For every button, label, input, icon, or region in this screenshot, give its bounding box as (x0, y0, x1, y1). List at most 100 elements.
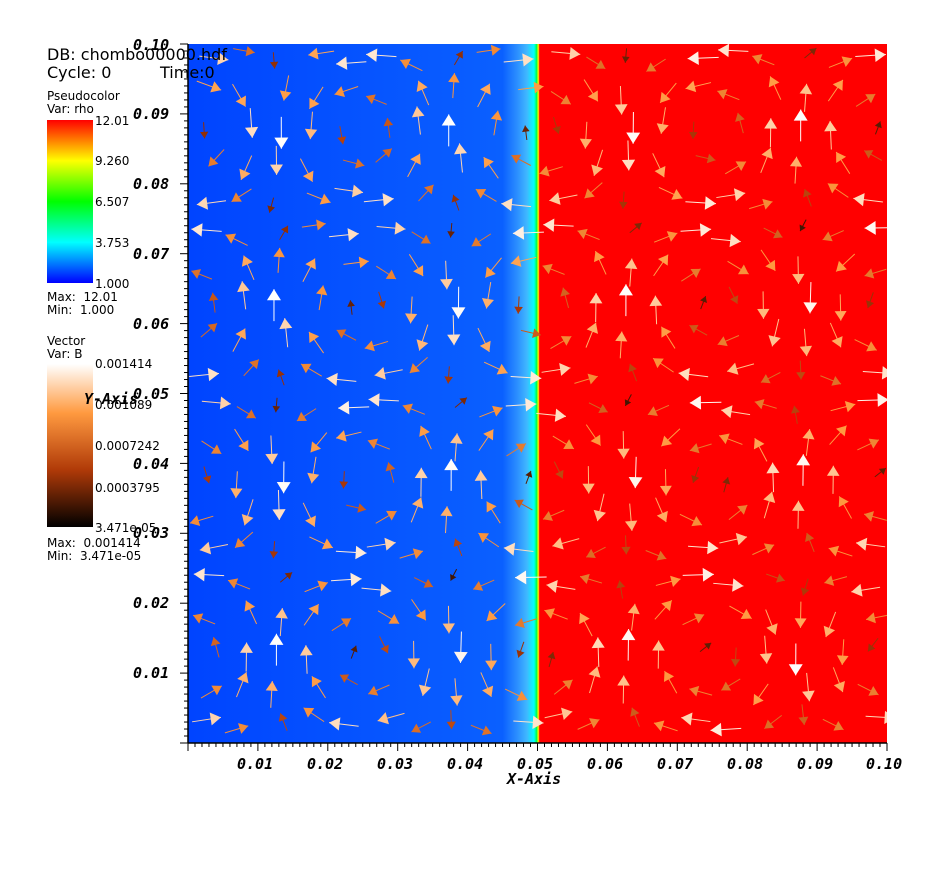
vector-arrow-head (199, 541, 212, 555)
vector-arrow-head (691, 475, 700, 483)
vector-arrow-head (337, 136, 347, 145)
vector-arrow-head (678, 367, 690, 381)
vector-arrow-head (308, 331, 320, 343)
vector-arrow-head (707, 540, 719, 555)
vector-arrow-head (455, 50, 463, 59)
vector-arrow-head (231, 192, 242, 202)
vector-arrow-head (687, 51, 699, 65)
vector-arrow-head (490, 110, 503, 121)
vector-arrow-head (368, 393, 380, 407)
vector-arrow-head (579, 612, 590, 625)
vector-arrow-head (307, 472, 320, 484)
vector-arrow-head (209, 712, 221, 726)
vector-arrow-head (380, 644, 389, 654)
vector-arrow-head (773, 229, 783, 239)
vector-arrow-head (512, 226, 525, 240)
vector-arrow-head (280, 225, 289, 234)
vector-arrow-head (766, 623, 778, 635)
vector-arrow-head (189, 515, 201, 526)
vector-arrow-head (729, 233, 741, 248)
pseudocolor-tick: 9.260 (95, 154, 130, 168)
vector-arrow-head (831, 376, 842, 386)
vector-arrow-head (793, 109, 808, 121)
vector-arrow-head (414, 467, 428, 479)
vector-arrow-head (763, 543, 775, 554)
vector-arrow-head (480, 83, 491, 95)
x-tick-label: 0.09 (797, 755, 834, 773)
vector-arrow-head (831, 336, 843, 348)
vector-arrow-head (649, 295, 663, 307)
pseudocolor-tick: 12.01 (95, 114, 130, 128)
vector-arrow-head (347, 300, 355, 307)
vector-arrow-head (721, 405, 733, 419)
vector-arrow-head (740, 608, 752, 620)
vector-arrow-head (515, 570, 527, 585)
vector-arrow-head (367, 438, 378, 449)
vector-arrow-head (272, 509, 286, 520)
vector-arrow-head (272, 405, 281, 413)
vector-arrow-head (210, 444, 222, 454)
vector-arrow-head (768, 335, 781, 347)
vector-arrow-head (384, 537, 396, 551)
vector-arrow-head (614, 104, 628, 115)
vector-arrow-head (450, 433, 463, 444)
vector-arrow-head (407, 658, 421, 669)
vector-arrow-head (475, 188, 487, 199)
vector-arrow-head (864, 268, 875, 279)
vector-arrow-head (269, 633, 284, 645)
vector-arrow-head (656, 510, 668, 523)
vector-legend-title: Vector (47, 334, 86, 348)
y-tick-label: 0.02 (133, 594, 170, 612)
vector-arrow-head (699, 223, 712, 237)
y-tick-label: 0.01 (133, 664, 170, 682)
vector-arrow-head (420, 234, 431, 244)
vector-arrow-head (511, 154, 522, 164)
vector-arrow-head (554, 408, 567, 422)
vector-arrow-head (244, 126, 259, 138)
vector-arrow-head (776, 573, 785, 583)
vector-arrow-head (661, 326, 672, 338)
vector-arrow-head (661, 600, 672, 612)
vector-arrow-head (844, 400, 856, 413)
vector-arrow-head (265, 681, 278, 692)
vector-arrow-head (336, 329, 347, 339)
vector-arrow-head (207, 323, 218, 333)
plot-axes (180, 43, 888, 751)
vector-arrow-head (803, 302, 818, 314)
vector-arrow-head (874, 48, 886, 62)
vector-max: Max: 0.001414 (47, 536, 141, 550)
vector-arrow-head (532, 715, 544, 729)
vector-arrow-head (241, 514, 254, 526)
vector-arrow-shaft (865, 715, 887, 719)
vector-arrow-head (516, 690, 528, 701)
vector-arrow-head (522, 53, 534, 67)
vector-arrow-head (225, 233, 237, 244)
vector-arrow-head (595, 59, 606, 69)
y-tick-label: 0.07 (133, 245, 170, 263)
vector-arrow-head (402, 403, 413, 414)
vector-arrow-head (647, 406, 658, 417)
vector-arrow-head (266, 289, 281, 301)
vector-arrow-head (794, 618, 807, 628)
vector-arrow-head (685, 80, 697, 93)
vector-arrow-head (764, 118, 778, 129)
vector-arrow-head (838, 496, 849, 508)
vector-tick: 0.0003795 (95, 481, 160, 495)
vector-arrow-head (661, 435, 673, 447)
vector-arrow-head (654, 165, 666, 178)
vector-arrow-head (841, 56, 853, 67)
vector-arrow-head (688, 131, 698, 139)
vector-arrow-head (735, 532, 748, 546)
y-axis-label: Y-Axis (84, 390, 139, 408)
vector-arrow-head (235, 328, 246, 340)
vector-arrow-head (833, 680, 845, 693)
vector-arrow-head (619, 201, 628, 209)
vector-arrow-head (722, 477, 731, 485)
vector-arrow-head (525, 398, 537, 412)
vector-arrow-head (444, 458, 459, 471)
vector-arrow-head (208, 292, 219, 301)
vector-arrow-head (339, 481, 349, 489)
vector-arrow-head (627, 603, 640, 615)
vector-arrow-head (690, 268, 701, 278)
pseudocolor-tick: 6.507 (95, 195, 130, 209)
